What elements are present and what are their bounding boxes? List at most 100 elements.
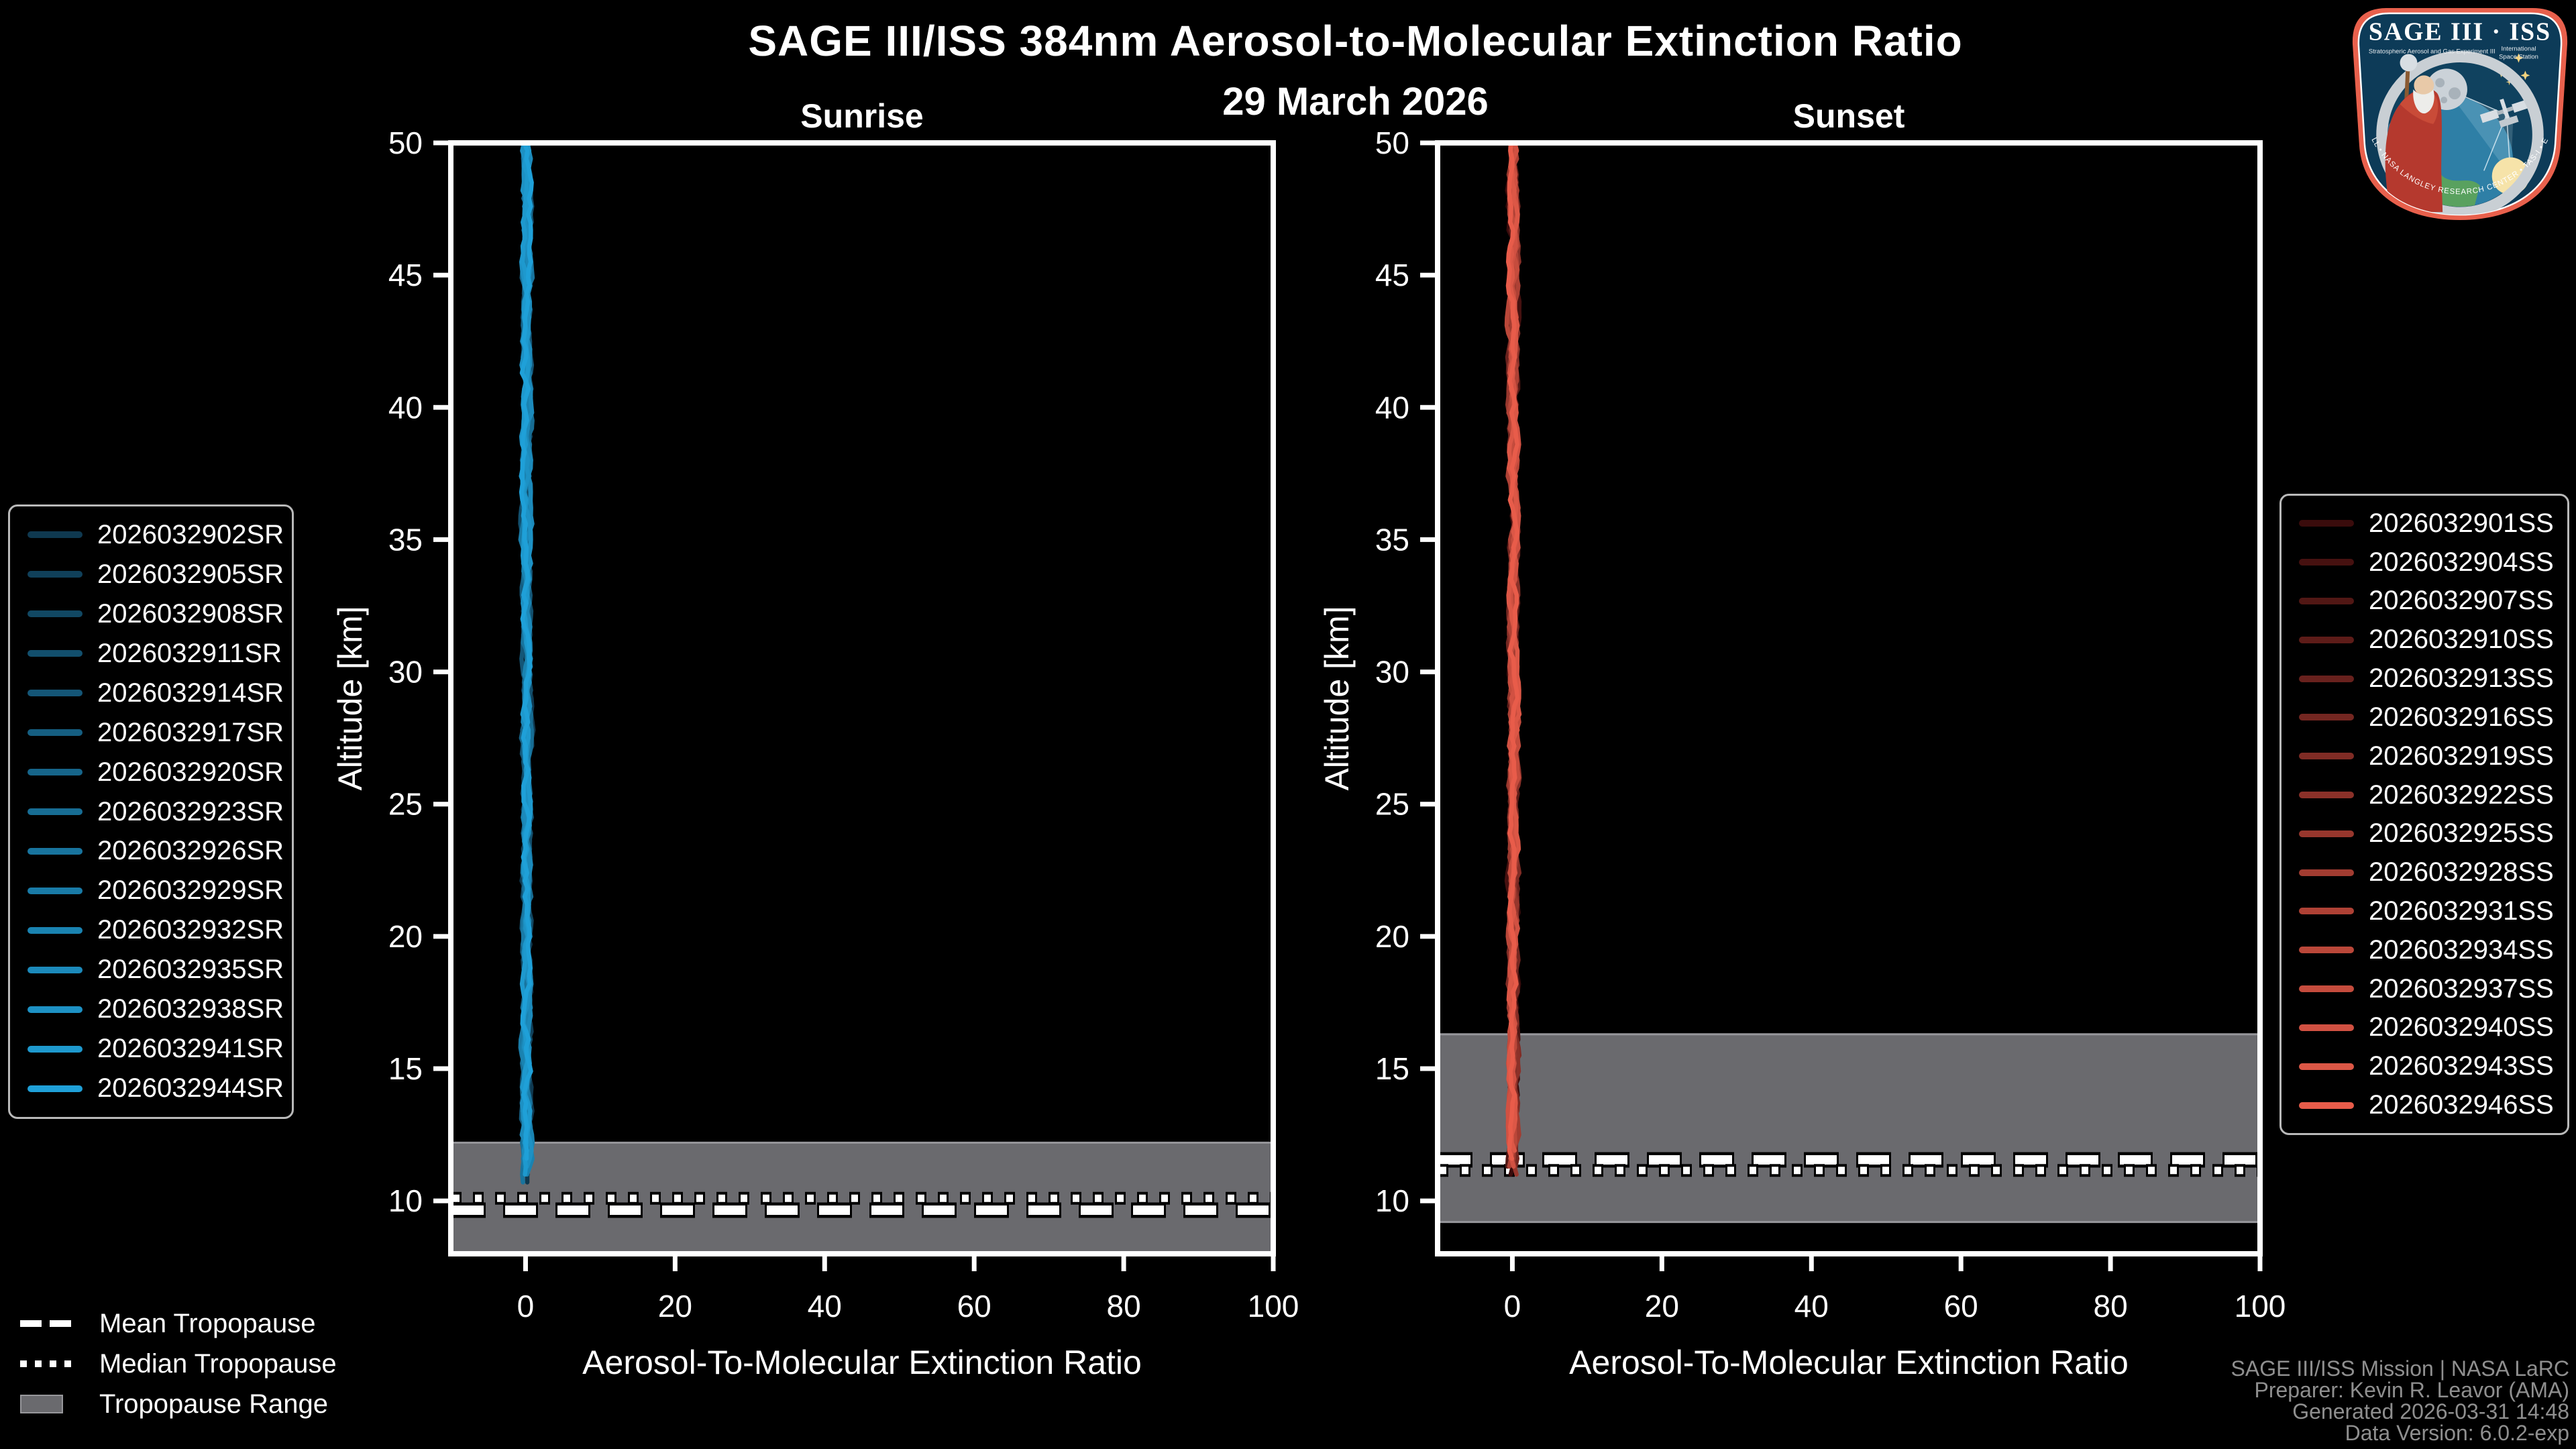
legend-event-label: 2026032902SR xyxy=(97,519,284,549)
y-axis-label: Altitude [km] xyxy=(1318,606,1356,790)
y-tick-label: 30 xyxy=(1375,655,1409,690)
x-tick-label: 40 xyxy=(1794,1289,1829,1324)
y-tick-label: 15 xyxy=(1375,1051,1409,1086)
legend-swatch-line xyxy=(2299,753,2354,760)
x-tick-label: 100 xyxy=(2235,1289,2286,1324)
legend-event-label: 2026032935SR xyxy=(97,955,284,985)
x-axis-label: Aerosol-To-Molecular Extinction Ratio xyxy=(582,1344,1142,1381)
x-tick-label: 60 xyxy=(957,1289,991,1324)
legend-event-label: 2026032917SR xyxy=(97,717,284,747)
legend-swatch-line xyxy=(2299,714,2354,721)
legend-swatch-line xyxy=(2299,675,2354,682)
legend-item: 2026032923SR xyxy=(10,797,292,827)
patch-iss-line1: International xyxy=(2501,46,2536,53)
legend-event-label: 2026032929SR xyxy=(97,875,284,906)
y-tick-label: 40 xyxy=(388,390,423,425)
legend-event-label: 2026032944SR xyxy=(97,1073,284,1104)
y-tick-label: 25 xyxy=(1375,787,1409,822)
legend-item: 2026032937SS xyxy=(2282,974,2567,1004)
legend-item: 2026032908SR xyxy=(10,599,292,629)
y-tick-label: 40 xyxy=(1375,390,1409,425)
median-tropopause-label: Median Tropopause xyxy=(99,1348,337,1379)
x-tick-label: 20 xyxy=(658,1289,692,1324)
legend-swatch-line xyxy=(28,808,83,815)
legend-item: 2026032925SS xyxy=(2282,818,2567,849)
legend-event-label: 2026032946SS xyxy=(2369,1090,2554,1120)
x-tick-label: 80 xyxy=(2094,1289,2128,1324)
footer-line: SAGE III/ISS Mission | NASA LaRC xyxy=(2231,1356,2569,1381)
patch-title: SAGE III · ISS xyxy=(2369,18,2551,46)
x-tick-label: 0 xyxy=(517,1289,535,1324)
legend-swatch-line xyxy=(2299,985,2354,993)
legend-swatch-line xyxy=(2299,830,2354,837)
legend-item: 2026032929SR xyxy=(10,875,292,906)
legend-event-label: 2026032938SR xyxy=(97,994,284,1024)
legend-item: 2026032944SR xyxy=(10,1073,292,1104)
legend-swatch-line xyxy=(2299,559,2354,566)
legend-event-label: 2026032934SS xyxy=(2369,934,2554,965)
legend-event-label: 2026032928SS xyxy=(2369,857,2554,888)
legend-swatch-line xyxy=(2299,869,2354,876)
mean-tropopause-label: Mean Tropopause xyxy=(99,1308,316,1338)
mean-tropopause-dashed-swatch xyxy=(20,1320,90,1327)
legend-event-label: 2026032943SS xyxy=(2369,1051,2554,1081)
footer-line: Data Version: 6.0.2-exp xyxy=(2345,1421,2569,1445)
legend-item: 2026032928SS xyxy=(2282,857,2567,888)
y-tick-label: 35 xyxy=(1375,522,1409,557)
legend-item: 2026032907SS xyxy=(2282,586,2567,616)
page-subtitle: 29 March 2026 xyxy=(1222,80,1489,123)
legend-swatch-line xyxy=(28,690,83,697)
y-tick-label: 45 xyxy=(1375,258,1409,292)
sage-iii-iss-mission-patch: SAGE III · ISS Stratospheric Aerosol and… xyxy=(2347,4,2568,221)
legend-event-label: 2026032901SS xyxy=(2369,508,2554,538)
legend-event-label: 2026032940SS xyxy=(2369,1012,2554,1042)
legend-swatch-line xyxy=(28,1085,83,1092)
legend-event-label: 2026032910SS xyxy=(2369,625,2554,655)
legend-event-label: 2026032931SS xyxy=(2369,896,2554,926)
legend-item: 2026032935SR xyxy=(10,955,292,985)
page-title: SAGE III/ISS 384nm Aerosol-to-Molecular … xyxy=(748,17,1963,65)
y-tick-label: 15 xyxy=(388,1051,423,1086)
x-tick-label: 80 xyxy=(1107,1289,1141,1324)
x-tick-label: 20 xyxy=(1645,1289,1679,1324)
legend-swatch-line xyxy=(28,729,83,737)
legend-swatch-line xyxy=(2299,1102,2354,1109)
legend-swatch-line xyxy=(2299,636,2354,643)
sunrise-plot: 0 20 40 60 80 100 50 45 40 35 30 25 20 15 10 Aerosol-To… xyxy=(331,125,1299,1381)
legend-event-label: 2026032932SR xyxy=(97,915,284,945)
legend-event-label: 2026032919SS xyxy=(2369,741,2554,771)
legend-event-label: 2026032920SR xyxy=(97,757,284,787)
y-tick-label: 50 xyxy=(388,125,423,160)
attribution-footer: SAGE III/ISS Mission | NASA LaRC Preparer… xyxy=(2231,1358,2569,1444)
legend-event-label: 2026032907SS xyxy=(2369,586,2554,616)
legend-event-label: 2026032911SR xyxy=(97,638,282,668)
patch-subtitle: Stratospheric Aerosol and Gas Experiment… xyxy=(2369,48,2496,56)
legend-swatch-line xyxy=(28,571,83,578)
legend-item: 2026032920SR xyxy=(10,757,292,788)
legend-event-label: 2026032926SR xyxy=(97,836,284,866)
legend-swatch-line xyxy=(2299,947,2354,954)
legend-item: 2026032902SR xyxy=(10,520,292,550)
legend-swatch-line xyxy=(2299,908,2354,915)
legend-event-label: 2026032916SS xyxy=(2369,702,2554,732)
legend-item: 2026032938SR xyxy=(10,994,292,1024)
legend-event-label: 2026032914SR xyxy=(97,678,284,708)
legend-event-label: 2026032904SS xyxy=(2369,547,2554,577)
legend-item: 2026032911SR xyxy=(10,639,292,669)
legend-swatch-line xyxy=(2299,1063,2354,1070)
median-tropopause-legend-item: Median Tropopause xyxy=(20,1348,337,1379)
legend-swatch-line xyxy=(28,1045,83,1053)
legend-item: 2026032926SR xyxy=(10,836,292,866)
legend-swatch-line xyxy=(28,966,83,973)
axes-frame xyxy=(448,140,1276,1256)
legend-swatch-line xyxy=(28,1006,83,1013)
sunrise-legend: 2026032902SR 2026032905SR 2026032908SR 2026… xyxy=(8,504,294,1119)
legend-item: 2026032901SS xyxy=(2282,508,2567,539)
tropopause-range-legend-item: Tropopause Range xyxy=(20,1389,337,1419)
y-tick-label: 45 xyxy=(388,258,423,292)
legend-swatch-line xyxy=(2299,792,2354,798)
y-tick-label: 10 xyxy=(1375,1183,1409,1218)
legend-item: 2026032932SR xyxy=(10,915,292,945)
